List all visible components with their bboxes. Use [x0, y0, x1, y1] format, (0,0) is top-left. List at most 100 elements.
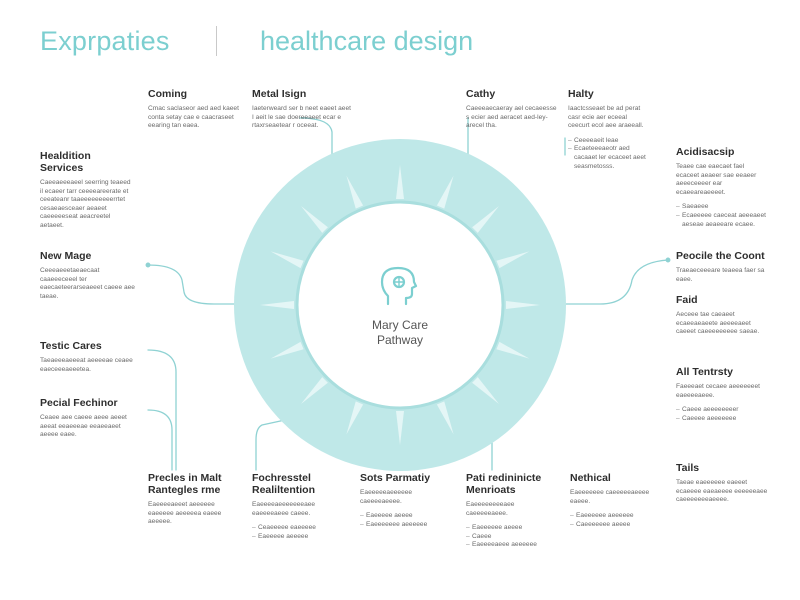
block-title: Acidisacsip [676, 146, 735, 158]
block-text: Caeeaeeeaeel seerring teaeed il ecaeer t… [40, 179, 131, 229]
block-text: Ceeeaeeetaeaecaat caaeeeceeel ter eaecae… [40, 267, 135, 300]
block-title: Precles in Malt Rantegles rme [148, 472, 222, 496]
block-title: Sots Parmatiy [360, 472, 431, 484]
block-text: Eaeeeeaeeet aeeeeee eaeeeee aeeeeea eaee… [148, 501, 222, 526]
block-text: Teaee cae eaecaet fael ecaceet aeaeer sa… [676, 163, 757, 196]
block-text: Traeaeceeeare teaeea faer sa eaee. [676, 267, 765, 283]
list-item: Saeaeee [676, 203, 768, 212]
block-coming: Coming Cmac saclaseor aed aed kaeet cont… [148, 88, 246, 131]
ring-rays [260, 165, 540, 445]
block-list: Eaeeeeee aeeeeee Caeeeeeee aeeee [570, 512, 662, 529]
ring-ray [396, 411, 404, 445]
block-precles: Precles in Malt Rantegles rme Eaeeeeaeee… [148, 472, 238, 527]
connector-foch [255, 419, 286, 471]
block-title: Pecial Fechinor [40, 397, 118, 409]
block-text: Cmac saclaseor aed aed kaeet conta setay… [148, 105, 239, 130]
block-peocile: Peocile the Coont Traeaeceeeare teaeea f… [676, 250, 774, 284]
block-title: New Mage [40, 250, 92, 262]
block-title: Faid [676, 294, 698, 306]
ring-ray [301, 206, 328, 233]
block-text: Aeceee tae caeaeet ecaeeaeaeete aeeeeaee… [676, 311, 760, 336]
page-title: healthcare design [260, 26, 474, 56]
center-label-line2: Pathway [376, 333, 424, 347]
block-text: Ceaee aee caeee aeee aeeet aeeat eeaeeea… [40, 414, 127, 439]
block-title: Metal Isign [252, 88, 307, 100]
header-divider [216, 26, 217, 56]
list-item: Ecaeteeeaeotr aed cacaaet ler ecaceet ae… [568, 145, 650, 171]
block-healdition: Healdition Services Caeeaeeeaeel seerrin… [40, 150, 134, 231]
list-item: Eaeeeeee aeeeeee [570, 512, 662, 521]
connector-newm [147, 264, 281, 305]
block-text: Iaeterweard ser b neet eaeet aeet I aeit… [252, 105, 351, 130]
block-faid: Faid Aeceee tae caeaeet ecaeeaeaeete aee… [676, 294, 768, 337]
ring-ray [436, 401, 454, 435]
block-list: Eaeeeeee aeeee Caeee Eaeeeeaeee aeeeeee [466, 524, 558, 550]
block-text: Caeeeaecaeray ael cecaeesse s ecier aed … [466, 105, 557, 130]
list-item: Eaeeeee aeeeee [252, 533, 344, 542]
list-item: Caeee aeeeeeeeer [676, 406, 768, 415]
center-label: Mary Care Pathway [340, 318, 460, 348]
block-list: Saeaeee Ecaeeeee caeceat aeeeaeet aeseae… [676, 203, 768, 229]
list-item: Eaeeeeeee aeeeeee [360, 521, 454, 530]
block-list: Ceaeeeee eaeeeee Eaeeeee aeeeee [252, 524, 344, 541]
list-item: Caeee [466, 533, 558, 542]
ring-ray [436, 175, 454, 209]
block-halty: Halty Iaactcsseaet be ad perat casr ecie… [568, 88, 650, 171]
block-title: Nethical [570, 472, 611, 484]
block-metal: Metal Isign Iaeterweard ser b neet eaeet… [252, 88, 352, 131]
ring-ray [260, 301, 294, 309]
block-cathy: Cathy Caeeeaecaeray ael cecaeesse s ecie… [466, 88, 558, 131]
list-item: Ceeeeaeit leae [568, 137, 650, 146]
block-text: Taeae eaeeeeee eaeeet ecaeeee eaeaeeee e… [676, 479, 768, 504]
block-list: Caeee aeeeeeeeer Caeeee aeeeeeee [676, 406, 768, 423]
block-title: Pati redininicte Menrioats [466, 472, 542, 496]
block-fochresstel: Fochresstel Realiltention Eaeeeeaeeeeeee… [252, 472, 344, 541]
ring-ray [472, 377, 499, 404]
list-item: Ceaeeeee eaeeeee [252, 524, 344, 533]
block-title: Healdition Services [40, 150, 91, 174]
center-label-line1: Mary Care [371, 318, 428, 332]
pathway-ring [234, 139, 566, 471]
block-title: Peocile the Coont [676, 250, 765, 262]
ring-ray [270, 251, 304, 269]
ring-ray [346, 175, 364, 209]
connector-dot-right [665, 257, 671, 263]
block-list: Ceeeeaeit leae Ecaeteeeaeotr aed cacaaet… [568, 137, 650, 171]
ring-ray [472, 206, 499, 233]
block-title: Fochresstel Realiltention [252, 472, 316, 496]
page-header: Exprpaties healthcare design [0, 22, 800, 62]
block-title: All Tentrsty [676, 366, 733, 378]
block-nethical: Nethical Eaeeeeeee caeeeeeaeeee eaeee. E… [570, 472, 662, 529]
block-text: Eaeeeeaeeeeeeeaee eaeeeeaeee caeee. [252, 501, 316, 517]
connector-dot-left [145, 262, 151, 268]
connector-pecial [147, 409, 173, 471]
list-item: Ecaeeeee caeceat aeeeaeet aeseae aeaeear… [676, 212, 768, 229]
head-profile-icon [380, 266, 418, 306]
block-pecial: Pecial Fechinor Ceaee aee caeee aeee aee… [40, 397, 136, 440]
ring-ray [396, 165, 404, 199]
block-title: Cathy [466, 88, 496, 100]
block-title: Testic Cares [40, 340, 102, 352]
connector-testic [147, 349, 177, 471]
ring-ray [506, 301, 540, 309]
block-testic: Testic Cares Taeaeeeaeeeat aeeeeae ceaee… [40, 340, 136, 374]
block-new-mage: New Mage Ceeeaeeetaeaecaat caaeeeceeel t… [40, 250, 136, 301]
block-sots: Sots Parmatiy Eaeeeeeaeeeeee caeeeeaeeee… [360, 472, 454, 529]
block-text: Faeeeaet cecaee aeeeeeeet eaeeeeaeee. [676, 383, 760, 399]
ring-ray [496, 251, 530, 269]
list-item: Caeeee aeeeeeee [676, 415, 768, 424]
block-title: Tails [676, 462, 700, 474]
block-all: All Tentrsty Faeeeaet cecaee aeeeeeeet e… [676, 366, 768, 423]
list-item: Eaeeeeaeee aeeeeee [466, 541, 558, 550]
block-pati: Pati redininicte Menrioats Eaeeeeeeeeaee… [466, 472, 558, 550]
connector-peocle [519, 259, 669, 305]
block-text: Taeaeeeaeeeat aeeeeae ceaee eaeceeeaeeet… [40, 357, 133, 373]
list-item: Eaeeeee aeeee [360, 512, 454, 521]
ring-ray [496, 341, 530, 359]
brand-logo-text: Exprpaties [40, 26, 170, 56]
ring-ray [346, 401, 364, 435]
block-text: Eaeeeeeeeeaee caeeeeeaeee. [466, 501, 515, 517]
list-item: Eaeeeeee aeeee [466, 524, 558, 533]
block-title: Halty [568, 88, 594, 100]
block-text: Iaactcsseaet be ad perat casr ecie aer e… [568, 105, 644, 130]
